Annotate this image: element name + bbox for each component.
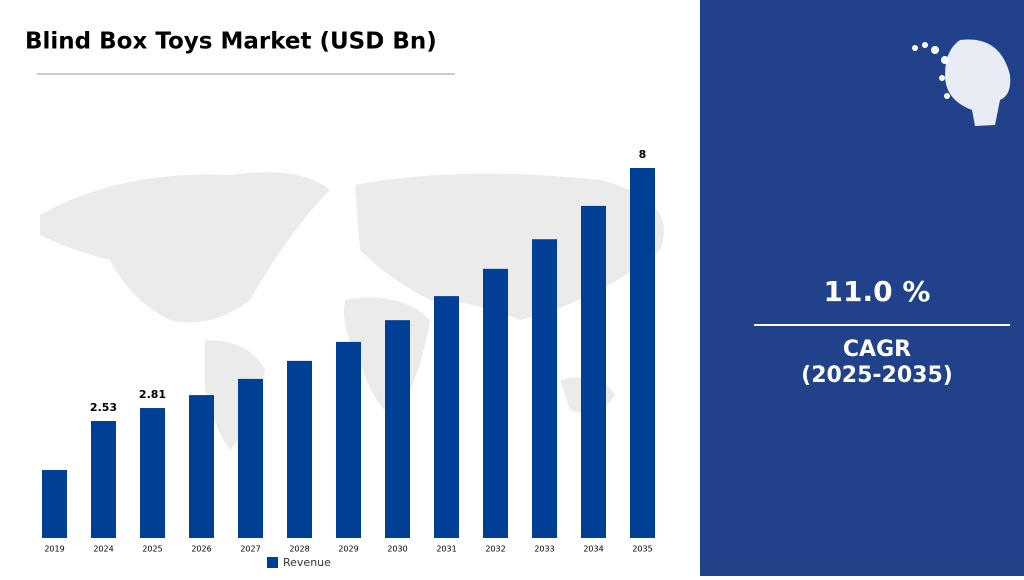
value-label: 8 [639, 148, 647, 161]
bar [581, 205, 606, 539]
bar [287, 360, 312, 538]
cagr-period: (2025-2035) [801, 363, 953, 388]
x-tick-label: 2026 [191, 545, 211, 554]
bar [91, 420, 116, 538]
value-label: 2.81 [139, 388, 166, 401]
bar [532, 239, 557, 538]
bar [140, 408, 165, 538]
cagr-label: CAGR [843, 337, 911, 362]
bar [630, 168, 655, 538]
bar [483, 268, 508, 538]
logo [912, 39, 1011, 126]
cagr-value: 11.0 % [824, 275, 931, 308]
bar [434, 296, 459, 538]
bar [385, 320, 410, 538]
x-tick-label: 2033 [534, 545, 554, 554]
x-tick-label: 2030 [387, 545, 407, 554]
x-tick-label: 2028 [289, 545, 309, 554]
x-tick-label: 2025 [142, 545, 162, 554]
x-tick-label: 2027 [240, 545, 260, 554]
legend-label: Revenue [283, 556, 331, 569]
value-label: 2.53 [90, 401, 117, 414]
bar [336, 341, 361, 538]
x-tick-label: 2032 [485, 545, 505, 554]
bar [189, 395, 214, 538]
x-tick-label: 2034 [583, 545, 603, 554]
x-tick-label: 2029 [338, 545, 358, 554]
chart-title: Blind Box Toys Market (USD Bn) [25, 29, 437, 55]
x-tick-label: 2031 [436, 545, 456, 554]
x-tick-label: 2024 [93, 545, 113, 554]
x-tick-label: 2035 [632, 545, 652, 554]
x-tick-label: 2019 [44, 545, 64, 554]
bar [42, 470, 67, 538]
bar [238, 378, 263, 538]
legend-swatch [267, 557, 278, 568]
